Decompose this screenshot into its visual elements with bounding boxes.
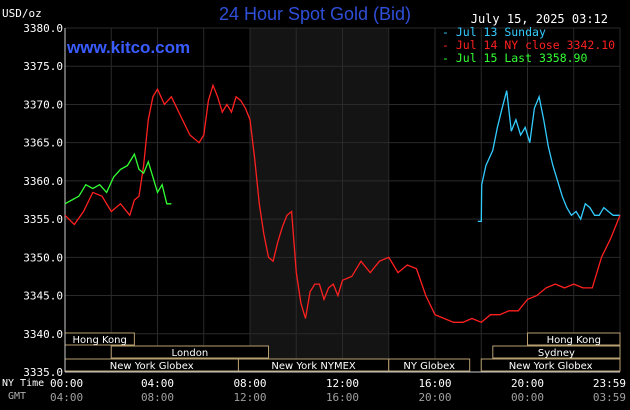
x-tick-label-gmt: 20:00 bbox=[418, 391, 451, 404]
series-line-2 bbox=[64, 152, 172, 205]
x-tick-label-ny: 04:00 bbox=[141, 377, 174, 390]
x-tick-label-ny: 00:00 bbox=[50, 377, 83, 390]
market-session-bar bbox=[527, 332, 621, 346]
y-tick-label: 3365.0 bbox=[23, 137, 63, 150]
x-tick-label-ny: 23:59 bbox=[593, 377, 626, 390]
market-session-label: London bbox=[172, 348, 209, 359]
chart-title: 24 Hour Spot Gold (Bid) bbox=[218, 4, 412, 24]
y-tick-label: 3360.0 bbox=[23, 175, 63, 188]
y-tick-label: 3345.0 bbox=[23, 290, 63, 303]
ny-time-label: NY Time bbox=[2, 378, 45, 389]
y-tick-label: 3355.0 bbox=[23, 213, 63, 226]
gmt-label: GMT bbox=[8, 391, 27, 402]
x-tick-label-ny: 08:00 bbox=[233, 377, 266, 390]
market-session-label: NY Globex bbox=[403, 361, 455, 372]
x-tick-label-gmt: 12:00 bbox=[233, 391, 266, 404]
market-session-bar bbox=[492, 345, 621, 359]
market-session-label: New York Globex bbox=[509, 361, 593, 372]
market-session-bar bbox=[388, 358, 471, 372]
y-tick-label: 3380.0 bbox=[23, 22, 63, 35]
y-tick-label: 3370.0 bbox=[23, 98, 63, 111]
x-tick-label-ny: 16:00 bbox=[418, 377, 451, 390]
y-axis-unit: USD/oz bbox=[2, 7, 42, 20]
legend-item-sunday: - Jul 13 Sunday bbox=[442, 25, 546, 39]
x-tick-label-ny: 12:00 bbox=[326, 377, 359, 390]
x-tick-label-gmt: 08:00 bbox=[141, 391, 174, 404]
series-line-0 bbox=[477, 90, 620, 223]
x-tick-label-gmt: 03:59 bbox=[593, 391, 626, 404]
legend: - Jul 13 Sunday - Jul 14 NY close 3342.1… bbox=[442, 26, 615, 65]
market-session-label: New York Globex bbox=[110, 361, 194, 372]
x-tick-label-gmt: 00:00 bbox=[511, 391, 544, 404]
legend-item-last: - Jul 15 Last 3358.90 bbox=[442, 51, 588, 65]
x-tick-label-gmt: 04:00 bbox=[50, 391, 83, 404]
y-tick-label: 3340.0 bbox=[23, 328, 63, 341]
market-session-label: Sydney bbox=[538, 348, 575, 359]
legend-item-ny-close: - Jul 14 NY close 3342.10 bbox=[442, 38, 616, 52]
y-tick-label: 3375.0 bbox=[23, 60, 63, 73]
series-line-1 bbox=[64, 83, 621, 324]
y-tick-label: 3335.0 bbox=[23, 366, 63, 379]
timestamp: July 15, 2025 03:12 bbox=[470, 12, 608, 26]
x-tick-label-gmt: 16:00 bbox=[326, 391, 359, 404]
y-tick-label: 3350.0 bbox=[23, 251, 63, 264]
market-session-label: Hong Kong bbox=[547, 335, 601, 346]
shaded-session-region bbox=[250, 28, 389, 372]
x-tick-label-ny: 20:00 bbox=[511, 377, 544, 390]
site-link[interactable]: www.kitco.com bbox=[67, 38, 191, 57]
market-session-bar bbox=[480, 358, 621, 372]
market-session-label: Hong Kong bbox=[73, 335, 127, 346]
market-session-label: New York NYMEX bbox=[271, 361, 356, 372]
market-session-bar bbox=[110, 345, 269, 359]
